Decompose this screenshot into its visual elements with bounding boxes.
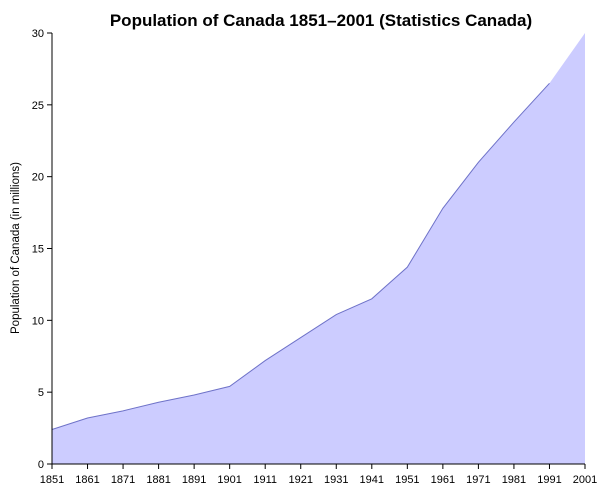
population-area-fill: [52, 33, 585, 464]
x-ticks: 1851 1861 1871 1881 1891 1901 1911 1921 1931 1941…: [40, 464, 597, 486]
y-axis-label: Population of Canada (in millions): [10, 162, 22, 334]
chart-title: Population of Canada 1851–2001 (Statisti…: [110, 11, 532, 30]
x-tick-label: 1961: [431, 474, 455, 486]
y-tick-label: 15: [32, 244, 44, 256]
x-tick-label: 1921: [288, 474, 312, 486]
x-tick-label: 1891: [182, 474, 206, 486]
y-tick-label: 5: [38, 387, 44, 399]
x-tick-label: 1861: [75, 474, 99, 486]
y-tick-label: 30: [32, 28, 44, 40]
x-tick-label: 1931: [324, 474, 348, 486]
x-tick-label: 1991: [537, 474, 561, 486]
x-tick-label: 2001: [573, 474, 597, 486]
x-tick-label: 1951: [395, 474, 419, 486]
x-tick-label: 1871: [111, 474, 135, 486]
x-tick-label: 1881: [146, 474, 170, 486]
y-tick-label: 0: [38, 459, 44, 471]
y-tick-label: 10: [32, 315, 44, 327]
x-tick-label: 1851: [40, 474, 64, 486]
y-tick-label: 25: [32, 100, 44, 112]
x-tick-label: 1981: [502, 474, 526, 486]
y-tick-label: 20: [32, 172, 44, 184]
x-tick-label: 1911: [253, 474, 277, 486]
x-tick-label: 1901: [217, 474, 241, 486]
x-tick-label: 1941: [360, 474, 384, 486]
y-ticks: 0 5 10 15 20 25 30: [32, 28, 52, 471]
area-layer: [51, 33, 585, 464]
population-line: [51, 82, 550, 430]
x-tick-label: 1971: [466, 474, 490, 486]
